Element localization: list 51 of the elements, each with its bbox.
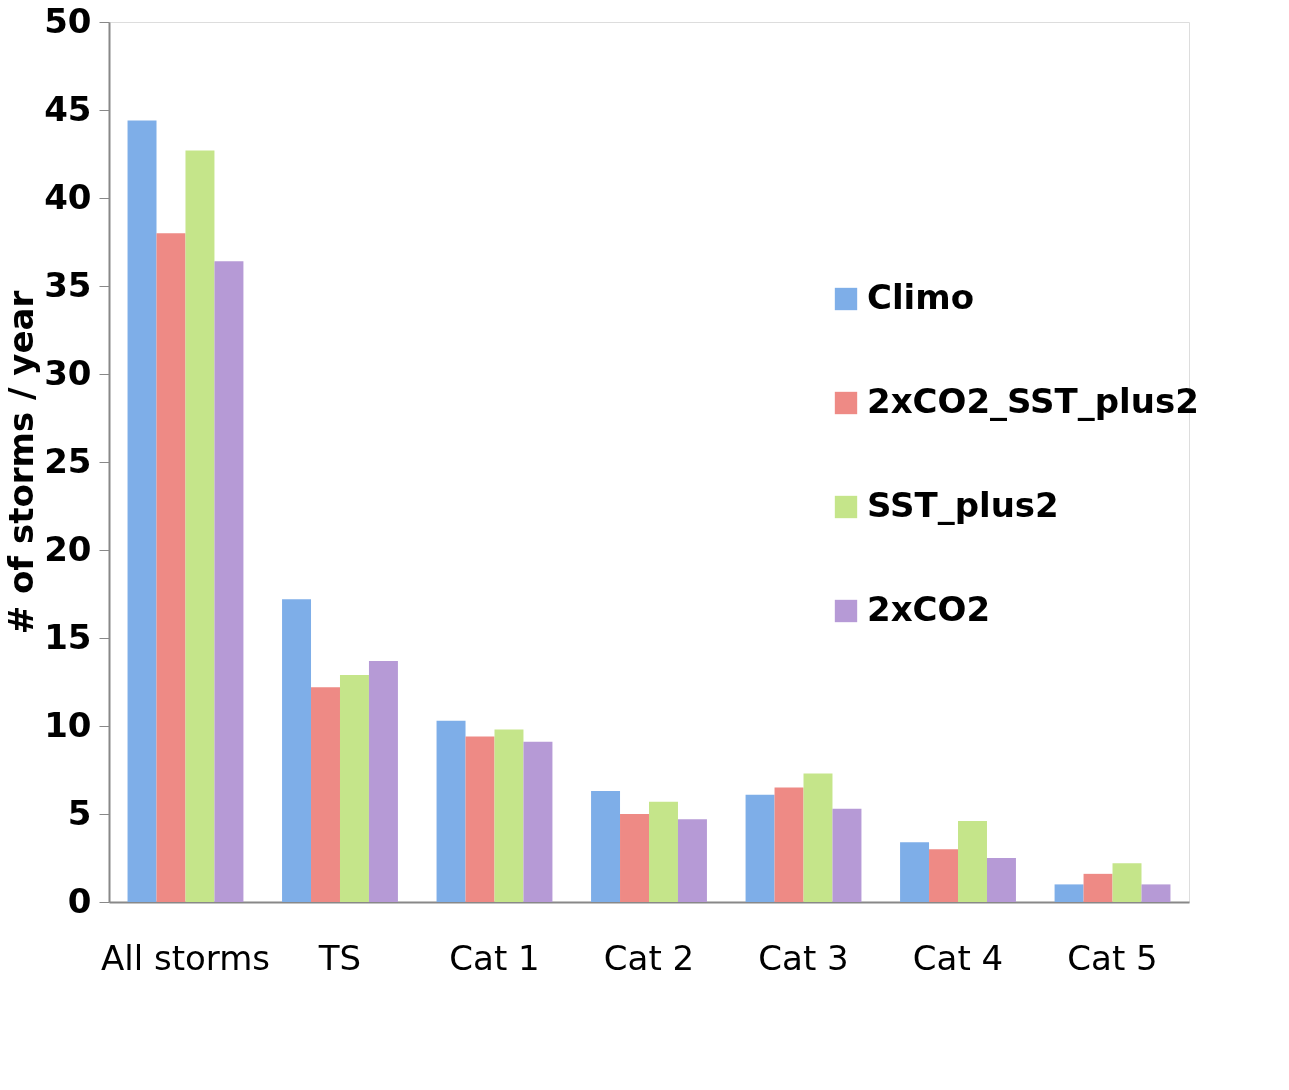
bar [986, 858, 1016, 902]
legend-label: Climo [867, 277, 975, 317]
x-tick-label: Cat 3 [758, 937, 849, 978]
bar [436, 720, 466, 902]
y-tick-label: 30 [44, 352, 92, 393]
bar [1141, 884, 1171, 902]
bar [465, 736, 495, 902]
bar [900, 842, 930, 902]
x-tick-label: All storms [100, 937, 270, 978]
y-tick-label: 20 [44, 528, 92, 569]
bar [620, 814, 649, 902]
bar [677, 819, 707, 902]
legend-label: SST_plus2 [867, 485, 1059, 525]
y-tick-label: 45 [44, 88, 92, 129]
y-tick-label: 15 [44, 616, 92, 657]
bar [929, 849, 959, 902]
bar [494, 729, 524, 902]
x-tick-label: Cat 4 [912, 937, 1004, 978]
bar [282, 599, 312, 902]
x-tick-label: TS [317, 937, 362, 978]
y-tick-label: 40 [44, 176, 92, 217]
bar [523, 741, 553, 902]
x-tick-label: Cat 1 [449, 937, 540, 978]
y-tick-label: 50 [44, 0, 92, 41]
bar [1112, 863, 1142, 902]
bar [774, 787, 804, 902]
x-tick-label: Cat 2 [603, 937, 695, 978]
bar [745, 794, 775, 902]
y-tick-label: 35 [44, 264, 92, 305]
bar [958, 821, 987, 902]
x-tick-label: Cat 5 [1067, 937, 1158, 978]
bar [368, 660, 398, 902]
bar [591, 791, 621, 902]
bar [1054, 884, 1084, 902]
bar [649, 801, 678, 902]
y-tick-label: 0 [67, 880, 92, 921]
bar [214, 261, 244, 902]
y-axis-title: # of storms / year [1, 290, 42, 635]
legend-label: 2xCO2_SST_plus2 [867, 381, 1199, 421]
bar [156, 233, 186, 902]
legend-label: 2xCO2 [867, 589, 991, 629]
bar [832, 808, 862, 902]
y-tick-label: 10 [44, 704, 92, 745]
y-tick-label: 25 [44, 440, 92, 481]
bar [339, 674, 369, 902]
bar [1083, 873, 1113, 902]
bar [185, 150, 215, 902]
bar [127, 120, 157, 902]
bar [311, 687, 340, 902]
y-tick-label: 5 [67, 792, 92, 833]
bar [803, 773, 833, 902]
